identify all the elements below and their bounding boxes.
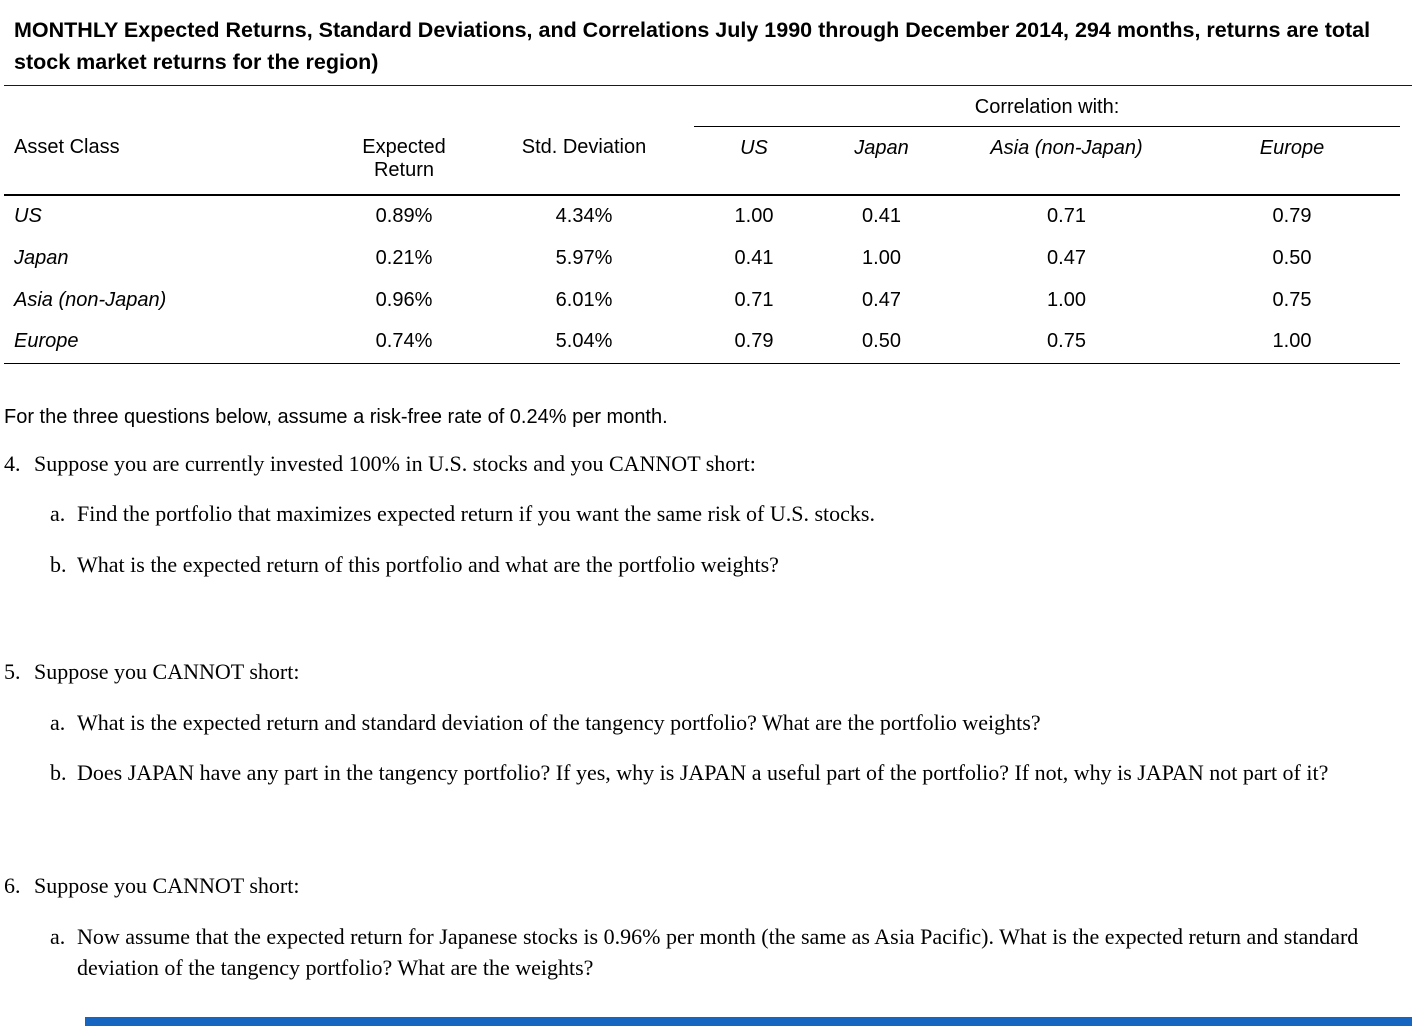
question-prompt: Suppose you CANNOT short:	[34, 873, 300, 899]
part-label: a.	[50, 501, 66, 527]
part-label: a.	[50, 924, 66, 950]
corr-japan-value: 0.50	[814, 321, 949, 364]
part-text: What is the expected return and standard…	[77, 709, 1041, 735]
part-label: a.	[50, 709, 66, 735]
corr-us-value: 0.79	[694, 321, 814, 364]
corr-europe-value: 0.75	[1272, 288, 1312, 311]
corr-europe-value: 1.00	[1184, 321, 1401, 364]
corr-japan-value: 0.41	[862, 205, 901, 227]
col-header-std-deviation: Std. Deviation	[474, 126, 694, 196]
col-header-japan: Japan	[814, 126, 949, 196]
asset-label: Japan	[14, 246, 69, 269]
risk-free-note: For the three questions below, assume a …	[4, 405, 668, 428]
corr-japan-value: 0.47	[862, 288, 901, 311]
bottom-blue-bar	[85, 1017, 1412, 1026]
corr-europe-value: 0.50	[1272, 246, 1312, 269]
questions-section: 4. Suppose you are currently invested 10…	[4, 449, 1412, 984]
correlation-header-row: Correlation with:	[4, 95, 1401, 127]
part-label: b.	[50, 760, 67, 786]
question-5: 5. Suppose you CANNOT short: a. What is …	[4, 657, 1412, 789]
corr-us-value: 1.00	[734, 205, 774, 227]
question-prompt: Suppose you CANNOT short:	[34, 658, 300, 684]
col-header-europe: Europe	[1184, 126, 1401, 196]
std-deviation-value: 5.04%	[474, 321, 694, 364]
table-row-japan: Japan 0.21% 5.97% 0.41 1.00 0.47 0.50	[4, 237, 1400, 279]
returns-correlations-table: Correlation with: Asset Class Expected R…	[4, 95, 1401, 364]
std-deviation-value: 6.01%	[555, 288, 613, 311]
col-header-expected-return: Expected Return	[334, 126, 474, 196]
corr-asia-value: 0.47	[1047, 246, 1086, 269]
part-label: b.	[50, 552, 67, 578]
corr-asia-value: 0.71	[1047, 205, 1086, 227]
col-header-asset-class: Asset Class	[4, 126, 334, 196]
asset-label: Europe	[4, 321, 334, 364]
question-5-part-a: a. What is the expected return and stand…	[4, 708, 1412, 739]
question-4-part-b: b. What is the expected return of this p…	[4, 550, 1412, 581]
expected-return-value: 0.74%	[334, 321, 474, 364]
std-deviation-value: 4.34%	[555, 205, 613, 227]
asset-label: US	[14, 205, 42, 227]
question-number: 6.	[4, 873, 21, 899]
expected-return-value: 0.96%	[375, 288, 433, 311]
document: MONTHLY Expected Returns, Standard Devia…	[4, 14, 1412, 984]
corr-spacer-cell	[4, 96, 694, 127]
part-text: Does JAPAN have any part in the tangency…	[77, 760, 1329, 786]
page-title: MONTHLY Expected Returns, Standard Devia…	[4, 14, 1412, 86]
col-header-us: US	[694, 126, 814, 196]
corr-europe-value: 0.79	[1272, 205, 1312, 227]
column-header-row: Asset Class Expected Return Std. Deviati…	[4, 126, 1401, 196]
question-6-part-a: a. Now assume that the expected return f…	[4, 922, 1412, 984]
question-4: 4. Suppose you are currently invested 10…	[4, 449, 1412, 581]
part-text: Now assume that the expected return for …	[77, 924, 1359, 980]
corr-asia-value: 1.00	[1047, 288, 1086, 311]
question-5-part-b: b. Does JAPAN have any part in the tange…	[4, 758, 1412, 789]
corr-asia-value: 0.75	[949, 321, 1184, 364]
table-row-us: US 0.89% 4.34% 1.00 0.41 0.71 0.79	[4, 195, 1400, 237]
question-number: 5.	[4, 658, 21, 684]
question-number: 4.	[4, 450, 21, 476]
expected-return-value: 0.21%	[375, 246, 433, 269]
part-text: Find the portfolio that maximizes expect…	[77, 501, 875, 527]
part-text: What is the expected return of this port…	[77, 552, 779, 578]
corr-japan-value: 1.00	[862, 246, 901, 269]
col-header-asia: Asia (non-Japan)	[949, 126, 1184, 196]
expected-return-value: 0.89%	[375, 205, 433, 227]
question-4-part-a: a. Find the portfolio that maximizes exp…	[4, 499, 1412, 530]
table-row-asia: Asia (non-Japan) 0.96% 6.01% 0.71 0.47 1…	[4, 279, 1400, 321]
corr-us-value: 0.41	[734, 246, 774, 269]
question-6: 6. Suppose you CANNOT short: a. Now assu…	[4, 871, 1412, 983]
question-prompt: Suppose you are currently invested 100% …	[34, 450, 756, 476]
corr-us-value: 0.71	[734, 288, 774, 311]
asset-label: Asia (non-Japan)	[14, 288, 167, 311]
correlation-with-label: Correlation with:	[694, 95, 1401, 127]
std-deviation-value: 5.97%	[555, 246, 613, 269]
table-row-europe: Europe 0.74% 5.04% 0.79 0.50 0.75 1.00	[4, 321, 1401, 364]
